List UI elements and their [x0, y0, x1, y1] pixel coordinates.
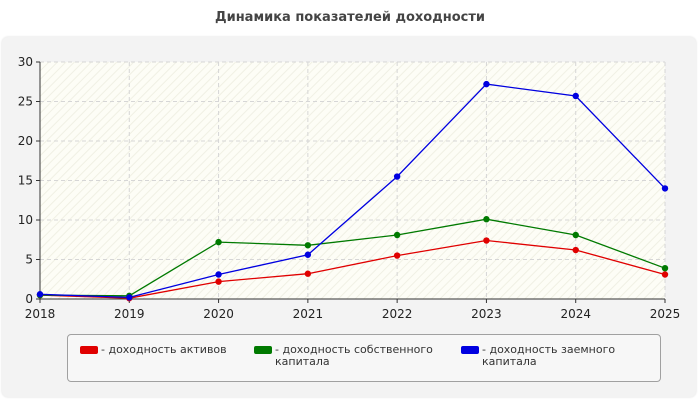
series-point-2 — [126, 294, 133, 301]
y-tick-label: 5 — [25, 253, 33, 267]
legend-label-debt: - доходность заемного капитала — [482, 343, 616, 368]
x-tick-label: 2024 — [560, 307, 591, 321]
x-tick-label: 2022 — [382, 307, 413, 321]
series-point-0 — [483, 237, 490, 244]
series-point-2 — [572, 92, 579, 100]
legend-item-debt: - доходность заемного капитала — [461, 344, 631, 368]
series-point-2 — [215, 271, 222, 278]
series-point-1 — [572, 231, 579, 239]
series-point-0 — [215, 278, 222, 285]
legend: - доходность активов - доходность собств… — [67, 334, 661, 382]
x-tick-label: 2025 — [650, 307, 681, 321]
y-tick-label: 0 — [25, 292, 33, 306]
series-line-2 — [39, 83, 666, 299]
y-tick-label: 15 — [18, 174, 33, 188]
series-point-1 — [661, 264, 669, 272]
series-point-2 — [36, 291, 44, 298]
x-tick-label: 2023 — [471, 307, 502, 321]
y-tick-label: 10 — [18, 213, 33, 227]
series-point-1 — [483, 216, 490, 223]
series-point-1 — [215, 238, 222, 246]
series-line-0 — [39, 239, 666, 299]
series-line-1 — [39, 218, 666, 297]
legend-item-equity: - доходность собственного капитала — [254, 344, 444, 368]
series-point-2 — [483, 80, 490, 88]
series-point-0 — [304, 270, 312, 277]
series-point-2 — [661, 185, 669, 192]
x-tick-label: 2019 — [114, 307, 145, 321]
x-tick-label: 2020 — [203, 307, 234, 321]
series-point-1 — [304, 242, 312, 249]
y-tick-label: 25 — [18, 95, 33, 109]
y-tick-label: 20 — [18, 134, 33, 148]
series-point-0 — [393, 252, 401, 259]
x-tick-label: 2018 — [25, 307, 56, 321]
legend-label-equity: - доходность собственного капитала — [275, 343, 433, 368]
legend-item-assets: - доходность активов — [80, 344, 240, 356]
series-point-2 — [304, 251, 312, 258]
legend-swatch-equity — [254, 346, 272, 354]
legend-label-assets: - доходность активов — [101, 343, 227, 356]
series-point-0 — [661, 271, 669, 278]
series-point-0 — [572, 246, 579, 254]
series-point-2 — [393, 173, 401, 180]
legend-swatch-debt — [461, 346, 479, 354]
legend-swatch-assets — [80, 346, 98, 354]
series-point-1 — [393, 231, 401, 239]
y-tick-label: 30 — [18, 55, 33, 69]
chart-title: Динамика показателей доходности — [215, 10, 485, 25]
x-tick-label: 2021 — [293, 307, 324, 321]
